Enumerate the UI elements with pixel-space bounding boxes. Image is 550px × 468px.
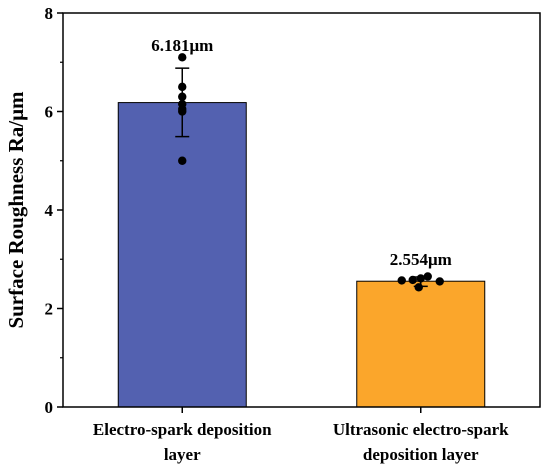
data-point bbox=[178, 156, 187, 165]
category-label: deposition layer bbox=[363, 445, 479, 464]
category-label: Electro-spark deposition bbox=[93, 420, 272, 439]
y-tick-label: 2 bbox=[45, 300, 54, 319]
y-tick-label: 0 bbox=[45, 398, 54, 417]
bar bbox=[356, 280, 486, 408]
data-point bbox=[397, 276, 406, 285]
data-label: 2.554μm bbox=[390, 250, 452, 269]
data-point bbox=[408, 275, 417, 285]
data-point bbox=[178, 107, 187, 116]
data-point bbox=[435, 277, 444, 286]
data-point bbox=[423, 272, 432, 281]
y-tick-label: 8 bbox=[45, 4, 54, 23]
data-point bbox=[416, 274, 425, 283]
data-points-layer bbox=[178, 53, 444, 292]
data-point bbox=[414, 283, 423, 292]
data-point bbox=[178, 82, 187, 92]
data-labels-layer: 6.181μm 2.554μm bbox=[151, 36, 452, 269]
y-axis-ticks: 0 2 4 6 8 bbox=[45, 4, 63, 417]
x-axis-labels: Electro-spark deposition layer Ultrasonic … bbox=[93, 407, 509, 464]
data-point bbox=[178, 92, 187, 101]
data-point bbox=[178, 53, 187, 62]
bars-layer bbox=[117, 102, 486, 408]
bar bbox=[117, 102, 247, 408]
y-tick-label: 6 bbox=[45, 103, 54, 122]
data-label: 6.181μm bbox=[151, 36, 213, 55]
category-label: layer bbox=[164, 445, 201, 464]
y-tick-label: 4 bbox=[45, 201, 54, 220]
y-axis-title: Surface Roughness Ra/μm bbox=[4, 91, 28, 329]
category-label: Ultrasonic electro-spark bbox=[333, 420, 509, 439]
